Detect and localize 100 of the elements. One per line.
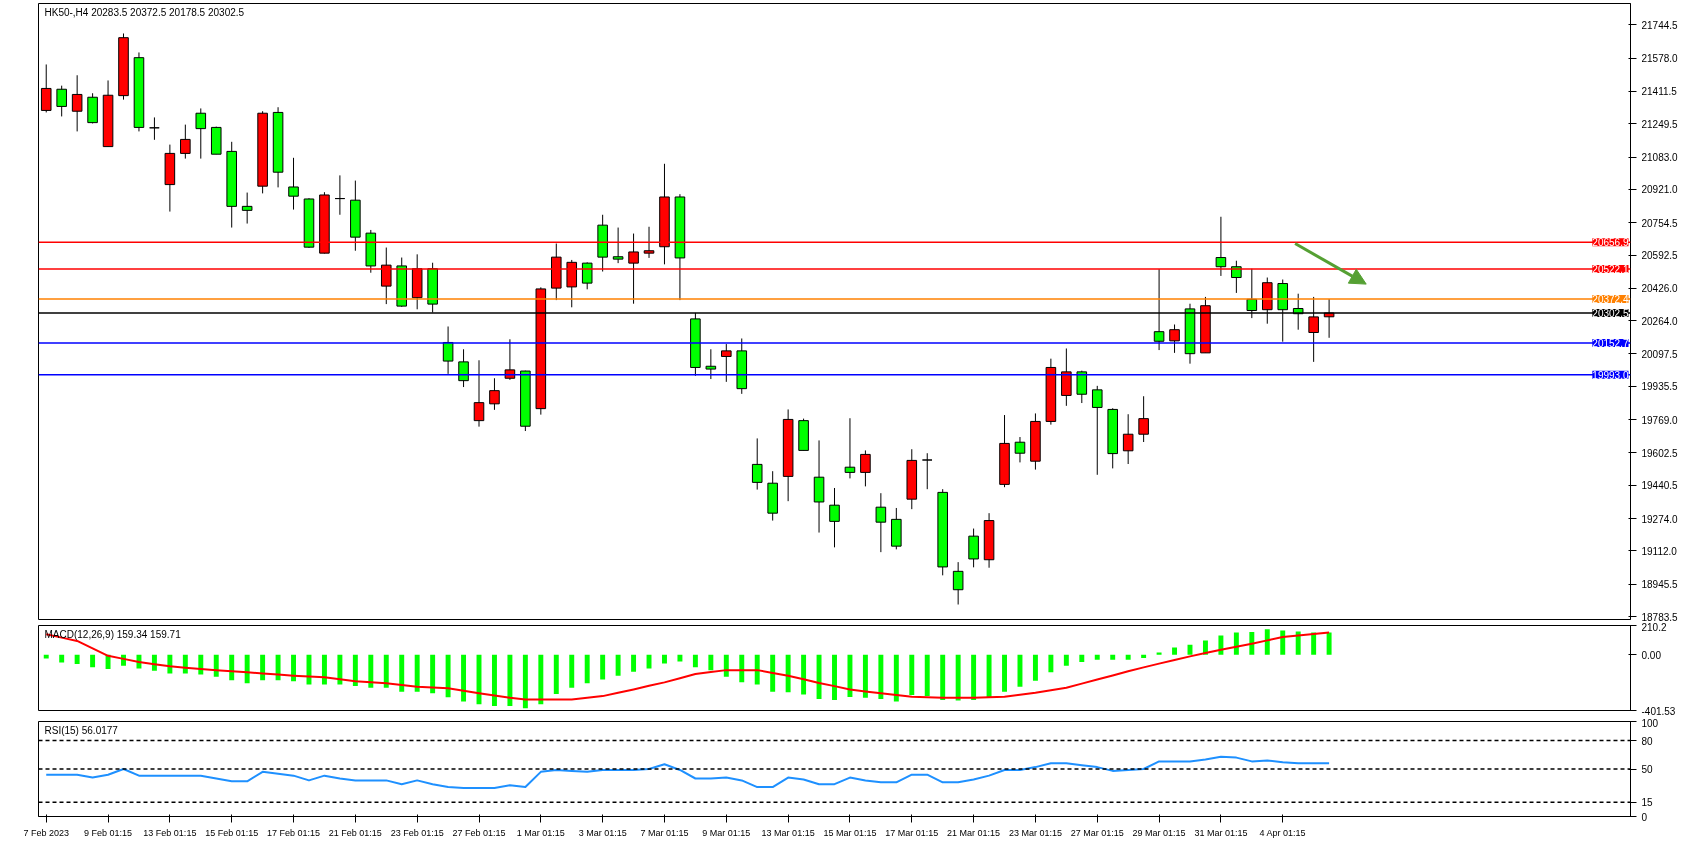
y-tick-label: 80: [1641, 735, 1654, 747]
bar: [723, 654, 729, 677]
bar: [847, 654, 853, 698]
bar: [522, 654, 528, 709]
x-tick-label: 3 Mar 01:15: [578, 827, 627, 838]
bar: [538, 654, 544, 705]
x-tick-label: 27 Feb 01:15: [452, 827, 506, 838]
candlestick: [195, 107, 207, 160]
bar: [430, 654, 436, 694]
candlestick: [40, 63, 52, 113]
candlestick: [705, 348, 717, 380]
bar: [692, 654, 698, 668]
candlestick: [442, 325, 454, 375]
x-tick-label: 23 Feb 01:15: [390, 827, 444, 838]
candlestick: [334, 174, 346, 216]
bar: [584, 654, 590, 684]
candlestick: [751, 437, 763, 491]
x-tick-label: 15 Feb 01:15: [205, 827, 259, 838]
bar: [414, 654, 420, 692]
candlestick: [921, 452, 933, 490]
x-tick-label: 4 Apr 01:15: [1259, 827, 1306, 838]
bar: [1218, 635, 1224, 655]
ref-line-label: 20152.7: [1592, 337, 1629, 349]
x-tick-label: 17 Feb 01:15: [267, 827, 321, 838]
y-tick-label: 21083.0: [1641, 152, 1679, 163]
bar: [801, 654, 807, 695]
y-tick-label: 20921.0: [1641, 184, 1679, 196]
bar: [862, 654, 868, 698]
x-tick-label: 29 Mar 01:15: [1132, 827, 1186, 838]
bar: [909, 654, 915, 695]
candlestick: [1061, 347, 1072, 407]
bar: [971, 654, 977, 701]
candlestick: [180, 124, 191, 160]
candlestick: [56, 85, 67, 117]
chart-title: HK50-,H4 20283.5 20372.5 20178.5 20302.5: [44, 6, 245, 18]
bar: [553, 654, 559, 694]
bar: [1141, 654, 1147, 659]
candlestick: [1169, 323, 1180, 354]
y-tick-label: 100: [1641, 717, 1659, 729]
line-series: [45, 755, 1331, 789]
y-tick-label: 19440.5: [1641, 480, 1679, 492]
ref-line-label: 20522.1: [1592, 264, 1629, 276]
candlestick: [288, 157, 299, 211]
x-tick-label: 13 Feb 01:15: [143, 827, 197, 838]
y-tick-label: -401.53: [1641, 705, 1676, 717]
bar: [1002, 654, 1007, 692]
candlestick: [612, 227, 624, 264]
bar: [770, 654, 776, 692]
bar: [1032, 654, 1038, 681]
bar: [1249, 632, 1255, 655]
bar: [1156, 652, 1162, 655]
bar: [569, 654, 575, 688]
bar: [631, 654, 637, 672]
candlestick: [952, 561, 964, 606]
y-tick-label: 20097.5: [1641, 348, 1679, 360]
candlestick: [241, 192, 253, 225]
candlestick: [1138, 395, 1149, 443]
bar: [986, 654, 992, 698]
ref-line-label: 20656.9: [1592, 237, 1629, 249]
bar: [708, 654, 714, 671]
bar: [399, 654, 405, 692]
bar: [1326, 632, 1332, 655]
candlestick: [1014, 436, 1026, 463]
bar: [1110, 654, 1116, 660]
candlestick: [1215, 216, 1227, 277]
y-tick-label: 21411.5: [1641, 86, 1678, 98]
x-tick-label: 27 Mar 01:15: [1070, 827, 1124, 838]
x-tick-label: 23 Mar 01:15: [1008, 827, 1062, 838]
bar: [1295, 631, 1301, 655]
candlestick: [875, 492, 887, 553]
candlestick: [71, 74, 83, 132]
candlestick: [1091, 385, 1103, 476]
bar: [893, 654, 899, 702]
candlestick: [1122, 413, 1134, 465]
candlestick: [149, 116, 160, 141]
bar: [90, 654, 96, 668]
bar: [1079, 654, 1085, 662]
candlestick: [581, 261, 593, 290]
bar: [383, 654, 389, 688]
ref-line-label: 20302.5: [1592, 308, 1629, 319]
y-tick-label: 0: [1641, 811, 1648, 823]
y-tick-label: 0.00: [1641, 649, 1662, 661]
y-tick-label: 21578.0: [1641, 53, 1679, 65]
candlestick: [860, 449, 871, 487]
y-tick-label: 15: [1641, 797, 1654, 809]
bar: [677, 654, 683, 662]
bar: [74, 654, 80, 665]
bar: [1125, 654, 1131, 660]
y-tick-label: 19935.5: [1641, 381, 1679, 393]
bar: [832, 654, 837, 701]
y-tick-label: 20426.0: [1641, 283, 1679, 295]
y-tick-label: 19274.0: [1641, 513, 1679, 525]
bar: [368, 654, 374, 688]
bar: [785, 654, 791, 693]
bar: [59, 654, 65, 663]
bar: [1264, 629, 1270, 655]
bar: [955, 654, 961, 701]
bar: [1311, 632, 1317, 655]
x-tick-label: 21 Feb 01:15: [328, 827, 382, 838]
candlestick: [968, 528, 979, 568]
